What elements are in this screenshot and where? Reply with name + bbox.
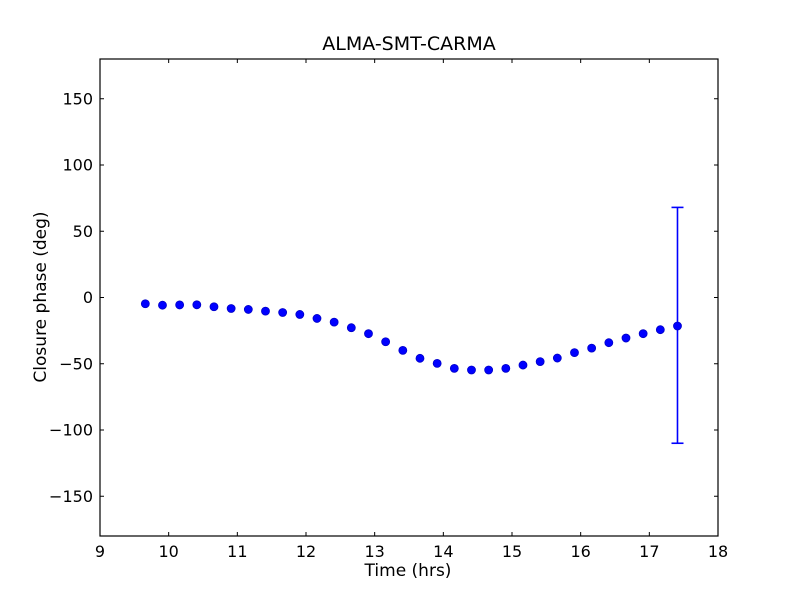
data-point bbox=[261, 306, 270, 316]
data-point bbox=[243, 305, 253, 314]
data-point bbox=[226, 304, 236, 313]
data-point bbox=[158, 300, 167, 310]
y-tick-label: −50 bbox=[59, 354, 93, 373]
data-point bbox=[570, 348, 579, 358]
data-point bbox=[621, 333, 631, 343]
x-tick-label: 18 bbox=[708, 542, 728, 561]
data-point bbox=[535, 357, 545, 367]
data-point bbox=[364, 329, 373, 339]
y-tick-label: −100 bbox=[49, 421, 93, 440]
x-tick-label: 16 bbox=[570, 542, 590, 561]
x-tick-label: 10 bbox=[158, 542, 178, 561]
data-point bbox=[192, 300, 202, 310]
data-point bbox=[329, 317, 339, 327]
data-point bbox=[312, 314, 322, 323]
x-tick-label: 17 bbox=[639, 542, 659, 561]
data-point bbox=[552, 353, 562, 363]
data-point bbox=[449, 363, 459, 373]
y-tick-label: 0 bbox=[83, 288, 93, 307]
data-point bbox=[673, 321, 682, 331]
data-point bbox=[381, 337, 391, 347]
data-point bbox=[518, 360, 528, 370]
x-tick-label: 14 bbox=[433, 542, 453, 561]
chart-title: ALMA-SMT-CARMA bbox=[322, 33, 496, 55]
x-tick-label: 13 bbox=[364, 542, 384, 561]
data-point bbox=[346, 323, 356, 333]
data-point bbox=[655, 325, 665, 335]
data-point bbox=[175, 300, 185, 310]
data-point bbox=[140, 299, 150, 309]
data-point bbox=[467, 365, 476, 375]
data-point bbox=[484, 365, 494, 375]
x-tick-label: 9 bbox=[95, 542, 105, 561]
data-point bbox=[638, 329, 648, 339]
y-tick-label: 50 bbox=[73, 222, 93, 241]
data-point bbox=[587, 343, 597, 353]
data-point bbox=[501, 363, 511, 373]
axes-frame bbox=[99, 58, 719, 537]
y-tick-label: 100 bbox=[62, 156, 93, 175]
data-point bbox=[295, 310, 305, 319]
data-point bbox=[604, 338, 614, 348]
y-tick-label: −150 bbox=[49, 487, 93, 506]
data-point bbox=[209, 302, 219, 312]
y-tick-label: 150 bbox=[62, 89, 93, 108]
x-tick-label: 11 bbox=[227, 542, 247, 561]
data-point bbox=[432, 358, 442, 368]
x-axis-label: Time (hrs) bbox=[364, 561, 452, 581]
data-point bbox=[415, 353, 425, 363]
data-point bbox=[398, 345, 408, 355]
x-tick-label: 12 bbox=[296, 542, 316, 561]
data-point bbox=[278, 308, 288, 317]
x-tick-label: 15 bbox=[502, 542, 522, 561]
